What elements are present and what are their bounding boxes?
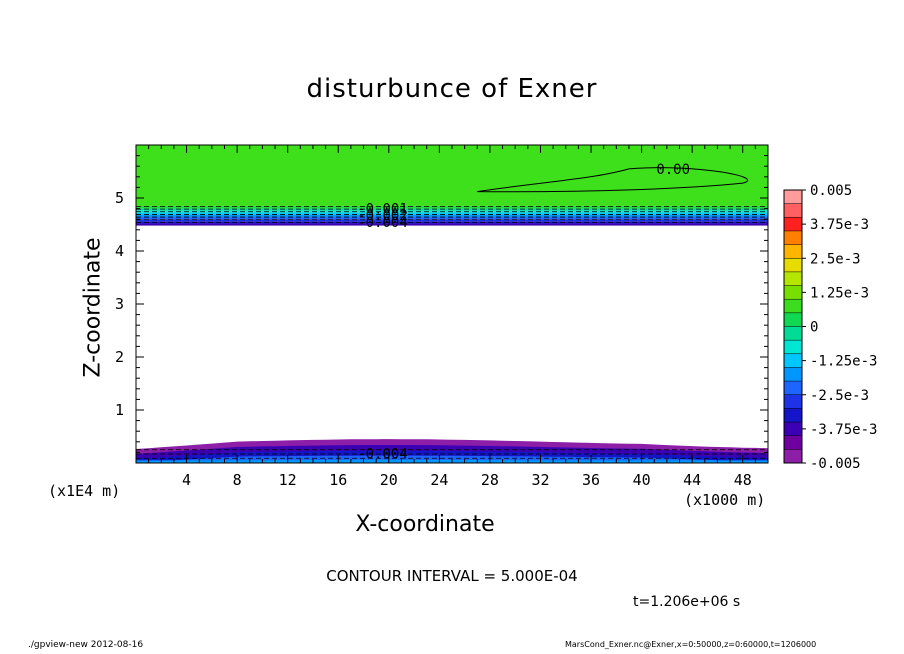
colorbar-segment-17 bbox=[784, 422, 802, 437]
colorbar-segment-14 bbox=[784, 381, 802, 396]
chart-title: disturbunce of Exner bbox=[306, 74, 598, 104]
colorbar-label-2: 2.5e-3 bbox=[810, 251, 861, 267]
colorbar-label-5: -1.25e-3 bbox=[810, 354, 877, 370]
x-tick-label-36: 36 bbox=[582, 471, 600, 489]
colorbar-segment-16 bbox=[784, 408, 802, 423]
x-tick-label-44: 44 bbox=[683, 471, 701, 489]
upper-band-fill-0 bbox=[136, 205, 768, 209]
colorbar-label-8: -0.005 bbox=[810, 456, 861, 472]
colorbar-label-3: 1.25e-3 bbox=[810, 285, 869, 301]
colorbar-segment-4 bbox=[784, 244, 802, 259]
colorbar-segment-19 bbox=[784, 449, 802, 464]
colorbar-segment-8 bbox=[784, 299, 802, 314]
upper-band-fill-1 bbox=[136, 208, 768, 211]
x-axis-label: X-coordinate bbox=[355, 512, 495, 537]
colorbar-segment-1 bbox=[784, 203, 802, 218]
contour-label-0: 0.00 bbox=[656, 162, 690, 178]
x-tick-label-48: 48 bbox=[734, 471, 752, 489]
x-tick-label-24: 24 bbox=[430, 471, 448, 489]
zero-contour bbox=[477, 167, 749, 193]
x-tick-label-40: 40 bbox=[633, 471, 651, 489]
colorbar-segment-13 bbox=[784, 367, 802, 382]
x-tick-label-32: 32 bbox=[531, 471, 549, 489]
x-tick-label-4: 4 bbox=[182, 471, 191, 489]
colorbar-segment-18 bbox=[784, 435, 802, 450]
colorbar-segment-2 bbox=[784, 217, 802, 232]
colorbar-segment-0 bbox=[784, 190, 802, 205]
x-tick-label-16: 16 bbox=[329, 471, 347, 489]
colorbar-label-7: -3.75e-3 bbox=[810, 422, 877, 438]
x-tick-label-20: 20 bbox=[380, 471, 398, 489]
x-tick-label-8: 8 bbox=[233, 471, 242, 489]
x-tick-label-12: 12 bbox=[279, 471, 297, 489]
colorbar-segment-12 bbox=[784, 353, 802, 368]
upper-band-fill-4 bbox=[136, 214, 768, 218]
colorbar-segment-9 bbox=[784, 312, 802, 327]
colorbar-segment-5 bbox=[784, 258, 802, 273]
colorbar-segment-10 bbox=[784, 326, 802, 341]
contour-interval-note: CONTOUR INTERVAL = 5.000E-04 bbox=[326, 567, 578, 585]
colorbar-segment-7 bbox=[784, 285, 802, 300]
colorbar-segment-6 bbox=[784, 271, 802, 287]
upper-band-fill-6 bbox=[136, 219, 768, 222]
y-tick-label-2: 2 bbox=[115, 348, 124, 366]
y-axis-label: Z-coordinate bbox=[80, 237, 106, 378]
colorbar-segment-15 bbox=[784, 394, 802, 409]
time-stamp: t=1.206e+06 s bbox=[633, 594, 741, 610]
x-tick-label-28: 28 bbox=[481, 471, 499, 489]
contour-label-4: -0.004 bbox=[357, 446, 408, 462]
colorbar-label-4: 0 bbox=[810, 320, 818, 336]
footer-left: ./gpview-new 2012-08-16 bbox=[28, 640, 144, 650]
x-axis-unit-right: (x1000 m) bbox=[684, 491, 766, 509]
contour-label-3: -0.004 bbox=[357, 215, 408, 231]
colorbar-label-1: 3.75e-3 bbox=[810, 217, 869, 233]
upper-band-fill-8 bbox=[136, 223, 768, 226]
colorbar: 0.005 3.75e-3 2.5e-3 1.25e-3 0 -1.25e-3 -2.5e-… bbox=[783, 183, 877, 472]
contour-label-1: -0.001 bbox=[357, 202, 408, 218]
upper-band-fill-3 bbox=[136, 212, 768, 215]
colorbar-label-0: 0.005 bbox=[810, 183, 852, 199]
colorbar-segment-3 bbox=[784, 230, 802, 246]
contour-label-2: -0.002 bbox=[357, 208, 408, 224]
colorbar-label-6: -2.5e-3 bbox=[810, 388, 869, 404]
y-tick-label-1: 1 bbox=[115, 401, 124, 419]
upper-layer-fill bbox=[136, 145, 768, 206]
y-tick-label-5: 5 bbox=[115, 189, 124, 207]
footer-right: MarsCond_Exner.nc@Exner,x=0:50000,z=0:60… bbox=[565, 640, 817, 649]
x-axis-unit-left: (x1E4 m) bbox=[48, 482, 121, 500]
upper-band-fill-5 bbox=[136, 217, 768, 220]
colorbar-segment-11 bbox=[784, 340, 802, 355]
y-tick-label-4: 4 bbox=[115, 242, 124, 260]
y-tick-label-3: 3 bbox=[115, 295, 124, 313]
